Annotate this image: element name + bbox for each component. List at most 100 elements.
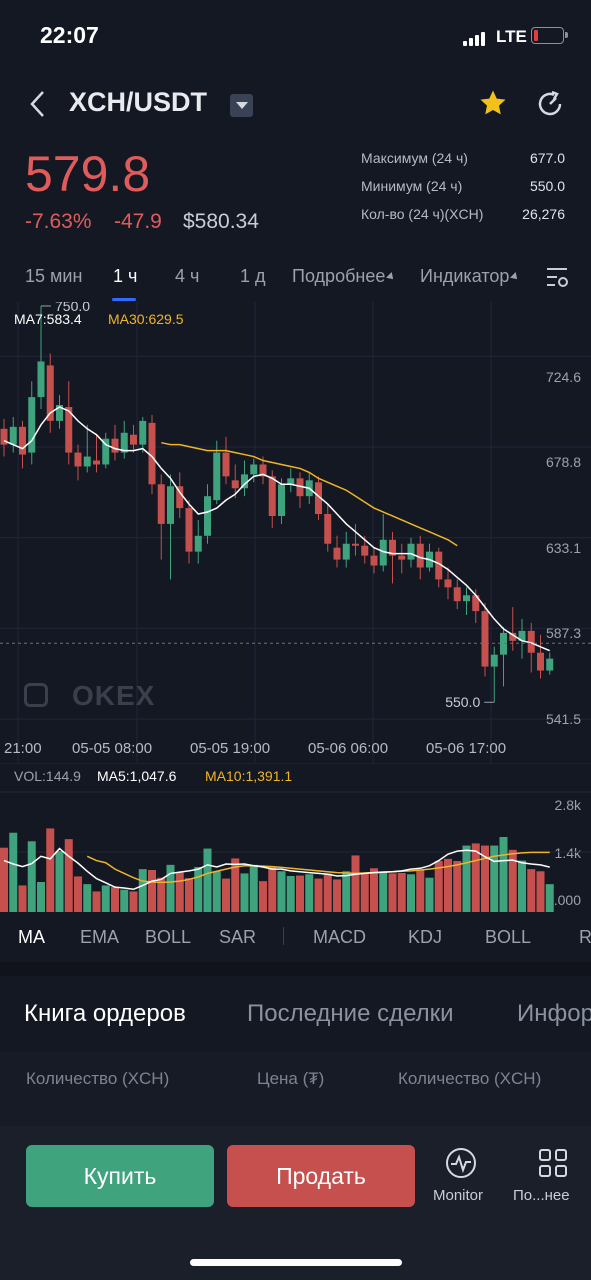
- y-axis-label: 678.8: [545, 454, 581, 470]
- volume-bar: [259, 881, 267, 912]
- pair-dropdown-button[interactable]: [230, 94, 253, 117]
- candle-body: [379, 539, 387, 566]
- volume-bar: [185, 878, 193, 912]
- candle-body: [435, 551, 443, 580]
- tab-recent-trades[interactable]: Последние сделки: [247, 1000, 454, 1027]
- candle-body: [120, 432, 128, 453]
- candle-body: [389, 539, 396, 556]
- tab-15m[interactable]: 15 мин: [25, 266, 83, 286]
- volume-chart[interactable]: [0, 782, 591, 914]
- volume-bar: [314, 878, 323, 912]
- settings-sliders-icon: [547, 268, 568, 287]
- volume-bar: [175, 872, 184, 912]
- tab-orderbook[interactable]: Книга ордеров: [24, 1000, 186, 1027]
- pair-title[interactable]: XCH/USDT: [69, 87, 208, 117]
- stat-volume-value: 26,276: [522, 206, 565, 222]
- more-grid-icon[interactable]: [538, 1148, 568, 1178]
- network-label: LTE: [496, 27, 527, 46]
- candle-body: [259, 464, 267, 477]
- more-label[interactable]: По...нее: [513, 1187, 570, 1204]
- volume-ma10-line: [86, 851, 550, 884]
- candlestick-chart[interactable]: 750.0 550.0: [0, 302, 591, 764]
- indicator-boll[interactable]: BOLL: [145, 927, 192, 947]
- low-annotation: 550.0: [445, 694, 480, 710]
- candle-body: [176, 486, 184, 509]
- battery-tip: [565, 32, 568, 38]
- candle-body: [102, 438, 110, 465]
- volume-bar: [83, 884, 92, 912]
- tab-1h[interactable]: 1 ч: [113, 266, 138, 286]
- volume-bar: [148, 870, 156, 912]
- tab-more[interactable]: Подробнее: [292, 266, 397, 287]
- volume-bar: [240, 873, 249, 912]
- caret-icon: [510, 272, 521, 283]
- volume-bar: [527, 869, 536, 912]
- candle-body: [222, 452, 230, 477]
- ma30-legend: MA30:629.5: [108, 311, 184, 327]
- volume-bar: [286, 876, 295, 912]
- indicator-boll-sub[interactable]: BOLL: [485, 927, 532, 947]
- y-axis-label: 724.6: [545, 369, 581, 385]
- volume-bar: [397, 873, 406, 912]
- y-axis-label: 541.5: [545, 711, 581, 727]
- tab-info[interactable]: Инфор: [517, 1000, 591, 1027]
- volume-bar: [536, 871, 545, 912]
- tab-indicator[interactable]: Индикатор: [420, 266, 521, 287]
- candle-body: [148, 422, 156, 485]
- volume-bar: [249, 864, 258, 912]
- change-percent: -7.63%: [25, 210, 92, 233]
- x-axis-label: 05-06 17:00: [426, 740, 507, 757]
- ma7-line: [3, 406, 551, 652]
- monitor-label[interactable]: Monitor: [433, 1187, 484, 1204]
- candle-body: [463, 595, 470, 602]
- candle-body: [130, 434, 137, 445]
- watermark-okex: OKEX: [72, 680, 156, 711]
- share-refresh-button[interactable]: [535, 89, 565, 119]
- candle-body: [333, 547, 341, 560]
- volume-ma5-legend: MA5:1,047.6: [97, 768, 177, 784]
- sell-button[interactable]: Продать: [227, 1145, 415, 1207]
- candle-body: [407, 543, 415, 560]
- candle-body: [490, 654, 498, 667]
- indicator-kdj[interactable]: KDJ: [408, 927, 443, 947]
- volume-bar: [508, 849, 517, 912]
- volume-bar: [138, 869, 147, 912]
- indicator-ma[interactable]: MA: [18, 927, 45, 947]
- candle-body: [185, 508, 193, 552]
- volume-bar: [545, 884, 554, 912]
- indicator-r[interactable]: R: [579, 927, 591, 947]
- caret-icon: [386, 272, 397, 283]
- volume-bar: [37, 882, 45, 912]
- y-axis-label: 633.1: [545, 540, 581, 556]
- monitor-icon[interactable]: [445, 1147, 477, 1179]
- tab-indicator-label: Индикатор: [420, 266, 510, 286]
- candle-body: [370, 555, 378, 566]
- candle-body: [28, 397, 36, 453]
- volume-bar: [101, 885, 110, 912]
- favorite-star-button[interactable]: [478, 88, 508, 118]
- indicator-ema[interactable]: EMA: [80, 927, 120, 947]
- chart-settings-button[interactable]: [545, 265, 569, 291]
- volume-bar: [92, 891, 101, 912]
- indicator-sar[interactable]: SAR: [219, 927, 257, 947]
- x-axis-label: 05-06 06:00: [308, 740, 389, 757]
- volume-bar: [9, 832, 18, 912]
- indicator-macd[interactable]: MACD: [313, 927, 366, 947]
- tab-1d[interactable]: 1 д: [240, 266, 266, 286]
- candle-body: [361, 545, 369, 556]
- indicator-divider: [283, 927, 284, 945]
- volume-bar: [490, 845, 499, 912]
- candle-body: [250, 464, 258, 475]
- candle-body: [268, 476, 276, 516]
- candle-body: [9, 426, 17, 445]
- back-button[interactable]: [28, 90, 48, 118]
- buy-button[interactable]: Купить: [26, 1145, 214, 1207]
- candle-body: [93, 460, 100, 465]
- status-time: 22:07: [40, 22, 99, 48]
- active-tab-indicator: [112, 298, 136, 301]
- volume-bar: [0, 847, 8, 912]
- tab-4h[interactable]: 4 ч: [175, 266, 200, 286]
- candle-body: [111, 438, 119, 453]
- chevron-left-icon: [30, 91, 44, 117]
- volume-bar: [471, 843, 480, 912]
